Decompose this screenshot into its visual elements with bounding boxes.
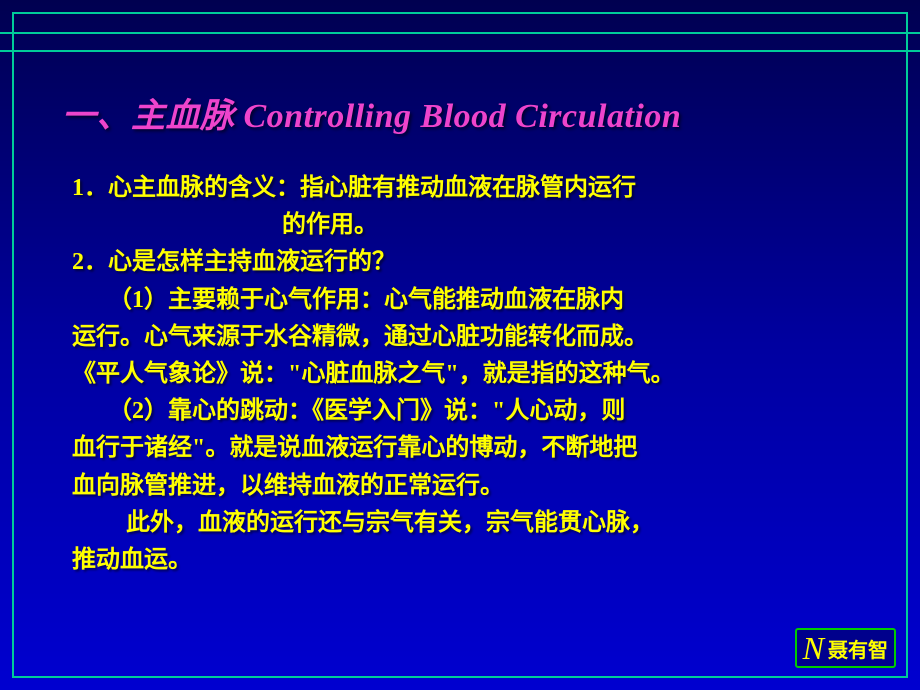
content-line: 此外，血液的运行还与宗气有关，宗气能贯心脉，	[72, 505, 860, 542]
logo-symbol: N	[803, 632, 824, 664]
content-line: （1）主要赖于心气作用：心气能推动血液在脉内	[72, 282, 860, 319]
content-line: 推动血运。	[72, 542, 860, 579]
content-line: 《平人气象论》说："心脏血脉之气"，就是指的这种气。	[72, 356, 860, 393]
content-line: 2．心是怎样主持血液运行的？	[72, 244, 860, 281]
content-line: 血向脉管推进，以维持血液的正常运行。	[72, 468, 860, 505]
content-line: 运行。心气来源于水谷精微，通过心脏功能转化而成。	[72, 319, 860, 356]
slide-content: 1．心主血脉的含义：指心脏有推动血液在脉管内运行 的作用。 2．心是怎样主持血液…	[72, 170, 860, 579]
header-bar	[0, 32, 920, 52]
content-line: 的作用。	[72, 207, 860, 244]
content-line: 血行于诸经"。就是说血液运行靠心的博动，不断地把	[72, 430, 860, 467]
slide-title: 一、主血脉 Controlling Blood Circulation	[62, 88, 681, 137]
logo-author-name: 聂有智	[828, 634, 888, 663]
content-line: （2）靠心的跳动：《医学入门》说："人心动，则	[72, 393, 860, 430]
author-logo: N 聂有智	[795, 628, 896, 668]
content-line: 1．心主血脉的含义：指心脏有推动血液在脉管内运行	[72, 170, 860, 207]
